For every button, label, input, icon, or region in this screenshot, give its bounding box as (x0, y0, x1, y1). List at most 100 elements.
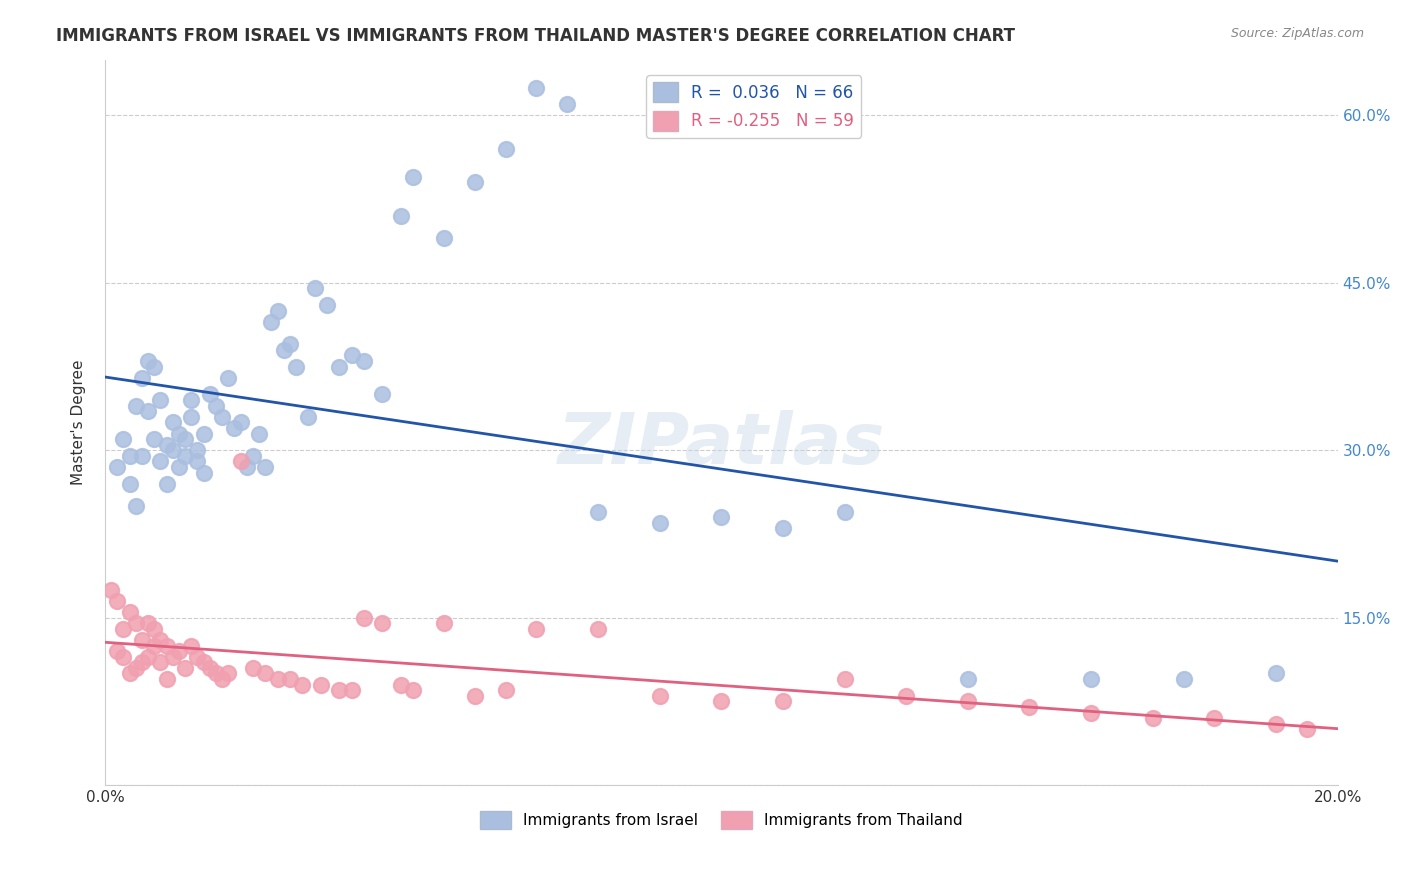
Point (495, 683, 517, 698)
Point (186, 443, 208, 458)
Point (211, 672, 233, 686)
Point (1018, 700, 1040, 714)
Point (125, 661, 148, 675)
Point (526, 80, 548, 95)
Point (402, 683, 425, 698)
Point (118, 666, 141, 681)
Point (162, 415, 184, 429)
Point (285, 359, 308, 374)
Point (180, 409, 202, 424)
Point (1080, 706, 1102, 720)
Legend: Immigrants from Israel, Immigrants from Thailand: Immigrants from Israel, Immigrants from … (474, 805, 969, 836)
Point (156, 672, 179, 686)
Point (125, 399, 148, 413)
Point (156, 476, 179, 491)
Point (260, 315, 283, 329)
Point (710, 694, 733, 708)
Point (143, 639, 166, 653)
Point (167, 644, 190, 658)
Point (328, 683, 350, 698)
Point (193, 466, 215, 480)
Point (131, 449, 153, 463)
Point (389, 678, 412, 692)
Point (131, 370, 153, 384)
Point (834, 672, 856, 686)
Y-axis label: Master's Degree: Master's Degree (72, 359, 86, 485)
Point (1265, 716, 1288, 731)
Point (1142, 711, 1164, 725)
Point (340, 683, 363, 698)
Point (1204, 711, 1226, 725)
Point (131, 632, 153, 647)
Point (156, 438, 179, 452)
Point (205, 399, 228, 413)
Point (118, 476, 141, 491)
Point (186, 454, 208, 468)
Point (710, 510, 733, 524)
Point (266, 672, 288, 686)
Point (136, 649, 159, 664)
Point (278, 337, 301, 351)
Point (217, 666, 239, 681)
Point (149, 454, 172, 468)
Point (304, 281, 326, 295)
Point (131, 656, 153, 670)
Point (217, 370, 239, 384)
Point (118, 605, 141, 619)
Point (156, 639, 179, 653)
Point (149, 656, 172, 670)
Point (1265, 666, 1288, 681)
Point (143, 622, 166, 636)
Point (149, 632, 172, 647)
Point (136, 616, 159, 631)
Point (105, 644, 128, 658)
Point (309, 678, 332, 692)
Point (143, 359, 166, 374)
Point (464, 175, 486, 189)
Point (229, 454, 252, 468)
Point (162, 649, 184, 664)
Point (291, 678, 314, 692)
Point (834, 505, 856, 519)
Point (149, 392, 172, 407)
Point (586, 622, 609, 636)
Point (180, 639, 202, 653)
Point (315, 298, 337, 312)
Point (586, 505, 609, 519)
Point (1173, 672, 1195, 686)
Point (772, 694, 794, 708)
Point (186, 649, 208, 664)
Point (433, 231, 456, 245)
Point (174, 661, 197, 675)
Point (297, 409, 319, 424)
Point (112, 649, 135, 664)
Point (526, 622, 548, 636)
Point (235, 460, 257, 475)
Point (136, 404, 159, 418)
Point (956, 672, 979, 686)
Point (229, 415, 252, 429)
Text: ZIPatlas: ZIPatlas (558, 409, 884, 479)
Point (193, 426, 215, 441)
Point (167, 460, 190, 475)
Point (956, 694, 979, 708)
Point (125, 499, 148, 513)
Point (464, 689, 486, 703)
Point (371, 616, 394, 631)
Point (211, 409, 233, 424)
Point (118, 449, 141, 463)
Text: Source: ZipAtlas.com: Source: ZipAtlas.com (1230, 27, 1364, 40)
Point (198, 387, 221, 401)
Point (353, 354, 375, 368)
Point (180, 392, 202, 407)
Point (254, 460, 277, 475)
Point (254, 666, 277, 681)
Point (1295, 723, 1317, 737)
Point (242, 449, 264, 463)
Point (389, 209, 412, 223)
Point (105, 594, 128, 608)
Point (193, 656, 215, 670)
Point (143, 432, 166, 446)
Point (242, 661, 264, 675)
Point (205, 666, 228, 681)
